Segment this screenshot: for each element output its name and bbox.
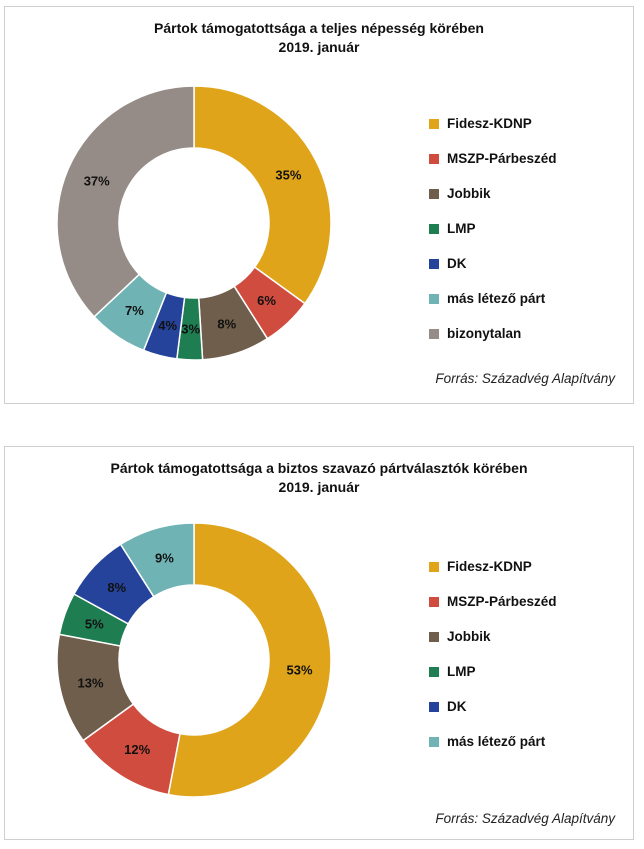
- slice-label-4: 4%: [158, 318, 177, 333]
- legend-swatch: [429, 294, 439, 304]
- slice-label-4: 8%: [107, 580, 126, 595]
- legend-label: Jobbik: [447, 186, 491, 201]
- donut-chart: 35% 6% 8% 3% 4% 7% 37%: [56, 85, 332, 361]
- legend-label: Jobbik: [447, 629, 491, 644]
- legend-swatch: [429, 562, 439, 572]
- source-note: Forrás: Századvég Alapítvány: [435, 371, 615, 386]
- donut-slice-6: [56, 85, 195, 318]
- legend-swatch: [429, 189, 439, 199]
- legend-swatch: [429, 702, 439, 712]
- chart-title: Pártok támogatottsága a biztos szavazó p…: [110, 460, 528, 476]
- legend-label: Fidesz-KDNP: [447, 116, 532, 131]
- source-note: Forrás: Századvég Alapítvány: [435, 811, 615, 826]
- slice-label-3: 5%: [85, 617, 104, 632]
- chart-panel-1: Pártok támogatottsága a teljes népesség …: [4, 6, 634, 404]
- legend-label: DK: [447, 256, 467, 271]
- slice-label-3: 3%: [181, 321, 200, 336]
- slice-label-1: 12%: [124, 742, 150, 757]
- slice-label-0: 53%: [287, 662, 313, 677]
- slice-label-2: 8%: [217, 316, 236, 331]
- donut-slice-0: [167, 522, 332, 798]
- donut-slice-0: [193, 85, 332, 305]
- legend-swatch: [429, 597, 439, 607]
- legend-label: Fidesz-KDNP: [447, 559, 532, 574]
- legend-label: MSZP-Párbeszéd: [447, 594, 557, 609]
- legend-swatch: [429, 329, 439, 339]
- legend-label: bizonytalan: [447, 326, 522, 341]
- legend-label: LMP: [447, 221, 476, 236]
- legend-swatch: [429, 154, 439, 164]
- legend-swatch: [429, 224, 439, 234]
- slice-label-5: 9%: [155, 551, 174, 566]
- legend-swatch: [429, 667, 439, 677]
- slice-label-2: 13%: [78, 676, 104, 691]
- donut-slice-5: [119, 522, 195, 598]
- slice-label-0: 35%: [275, 167, 301, 182]
- legend-label: LMP: [447, 664, 476, 679]
- slice-label-1: 6%: [257, 293, 276, 308]
- slice-label-6: 37%: [84, 173, 110, 188]
- legend-label: más létező párt: [447, 734, 546, 749]
- legend-swatch: [429, 632, 439, 642]
- chart-panel-2: Pártok támogatottsága a biztos szavazó p…: [4, 446, 634, 840]
- chart-subtitle: 2019. január: [278, 39, 360, 55]
- slice-label-5: 7%: [125, 303, 144, 318]
- chart-subtitle: 2019. január: [278, 479, 360, 495]
- donut-chart: 53% 12% 13% 5% 8% 9%: [56, 522, 332, 798]
- legend-swatch: [429, 119, 439, 129]
- legend-label: DK: [447, 699, 467, 714]
- legend-label: MSZP-Párbeszéd: [447, 151, 557, 166]
- chart-title: Pártok támogatottsága a teljes népesség …: [154, 20, 484, 36]
- legend-swatch: [429, 737, 439, 747]
- legend-swatch: [429, 259, 439, 269]
- legend-label: más létező párt: [447, 291, 546, 306]
